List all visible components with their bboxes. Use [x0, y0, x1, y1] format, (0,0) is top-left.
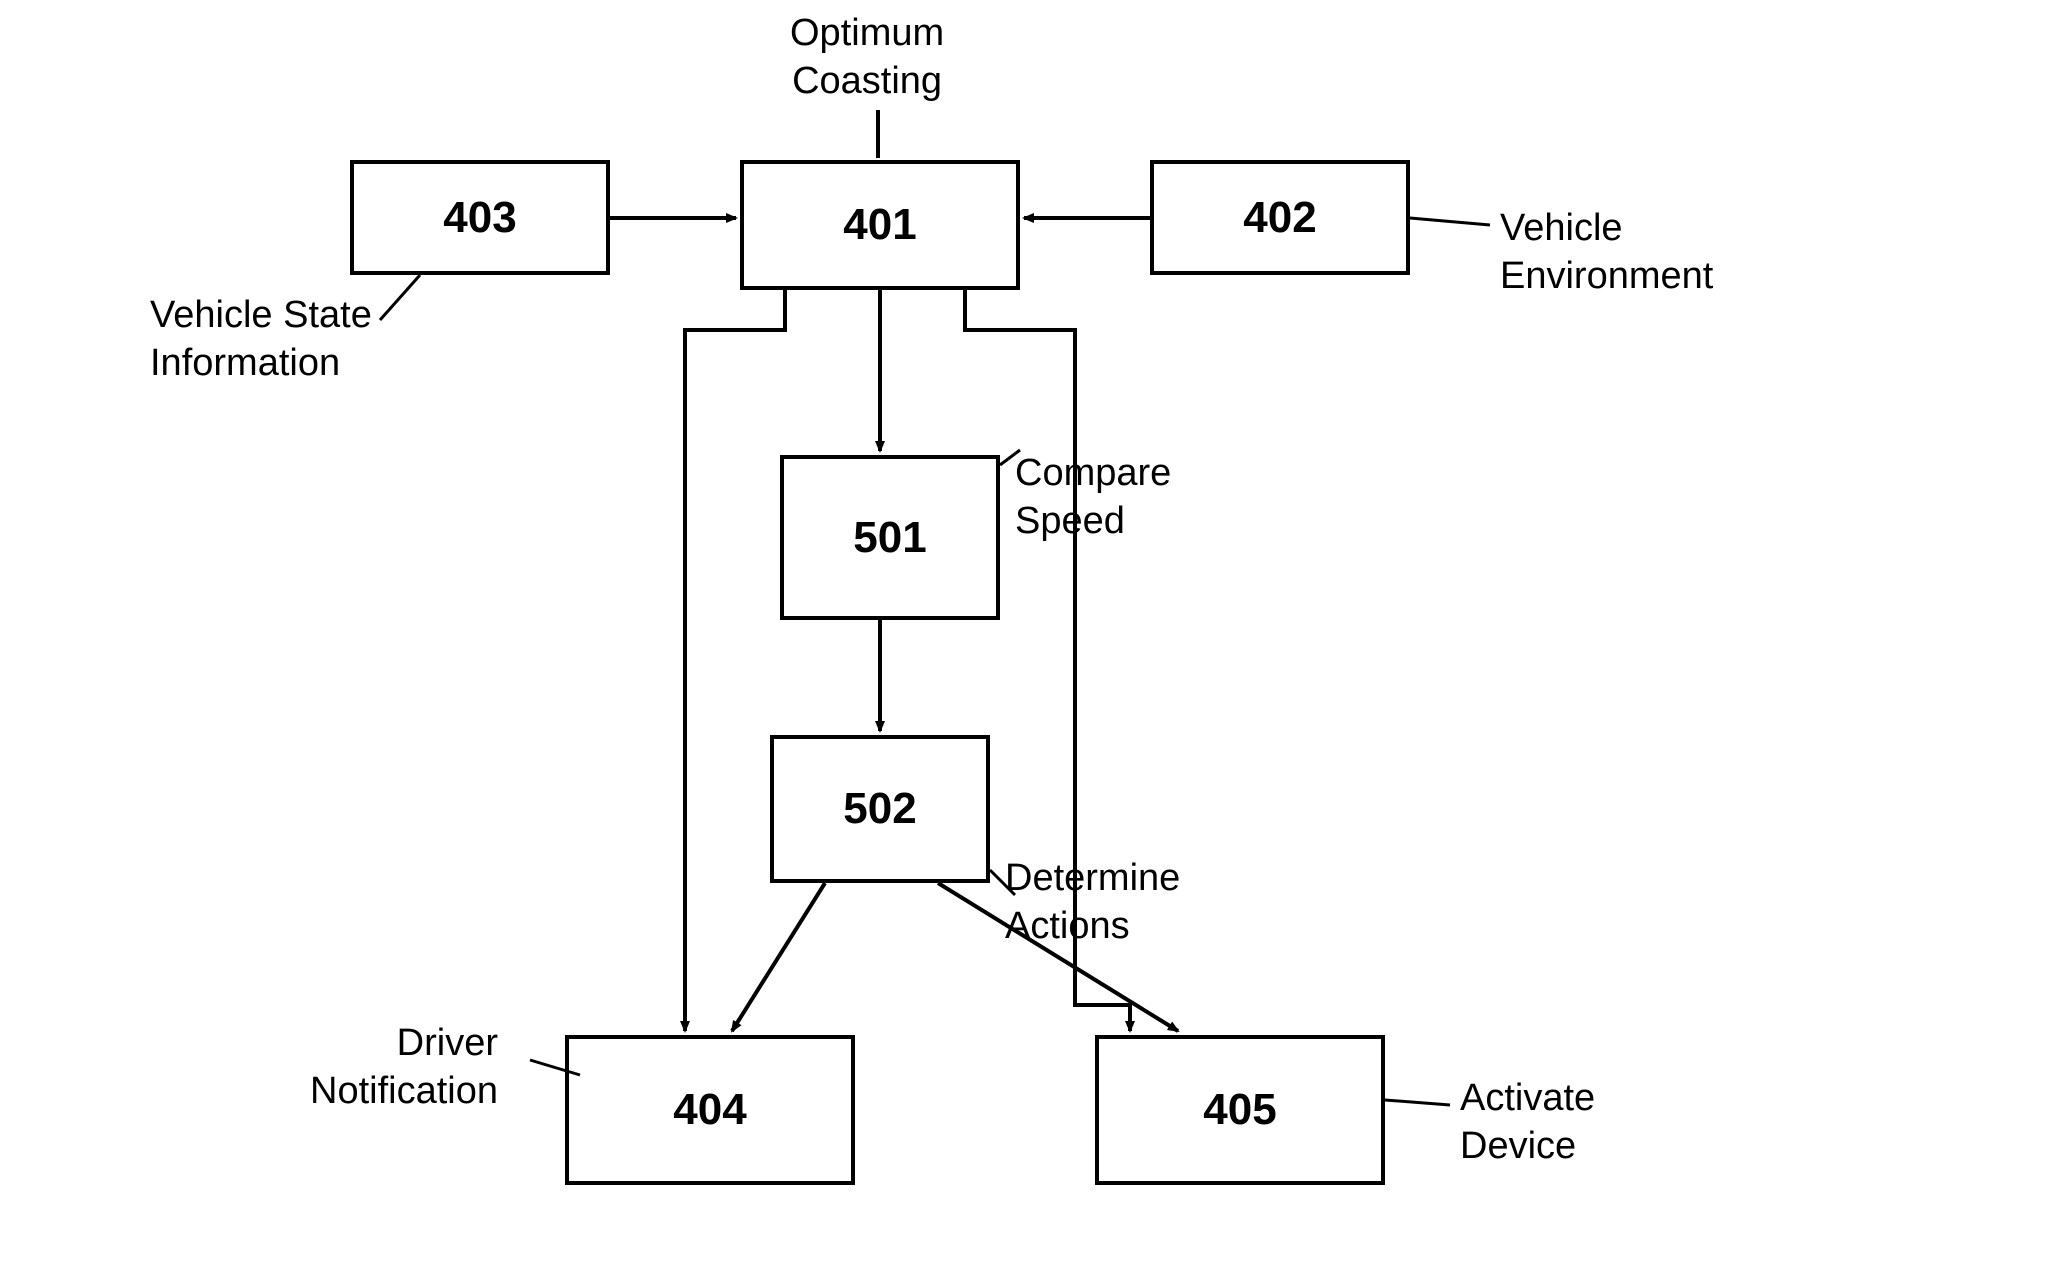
label-402: Vehicle Environment: [1500, 205, 1713, 300]
box-501-id: 501: [853, 513, 926, 563]
label-404: Driver Notification: [310, 1020, 498, 1115]
box-402-id: 402: [1243, 193, 1316, 243]
leader-402: [1410, 218, 1490, 225]
edge-401-404: [685, 290, 785, 1031]
box-502: 502: [770, 735, 990, 883]
box-402: 402: [1150, 160, 1410, 275]
leader-405: [1385, 1100, 1450, 1105]
leader-403: [380, 275, 420, 320]
edge-502-404: [732, 883, 825, 1031]
box-404: 404: [565, 1035, 855, 1185]
box-405: 405: [1095, 1035, 1385, 1185]
label-501: Compare Speed: [1015, 450, 1171, 545]
box-403: 403: [350, 160, 610, 275]
box-501: 501: [780, 455, 1000, 620]
box-502-id: 502: [843, 784, 916, 834]
label-403: Vehicle State Information: [150, 292, 372, 387]
label-502: Determine Actions: [1005, 855, 1180, 950]
box-401: 401: [740, 160, 1020, 290]
label-405: Activate Device: [1460, 1075, 1595, 1170]
label-401: Optimum Coasting: [790, 10, 944, 105]
box-401-id: 401: [843, 200, 916, 250]
box-405-id: 405: [1203, 1085, 1276, 1135]
box-404-id: 404: [673, 1085, 746, 1135]
box-403-id: 403: [443, 193, 516, 243]
